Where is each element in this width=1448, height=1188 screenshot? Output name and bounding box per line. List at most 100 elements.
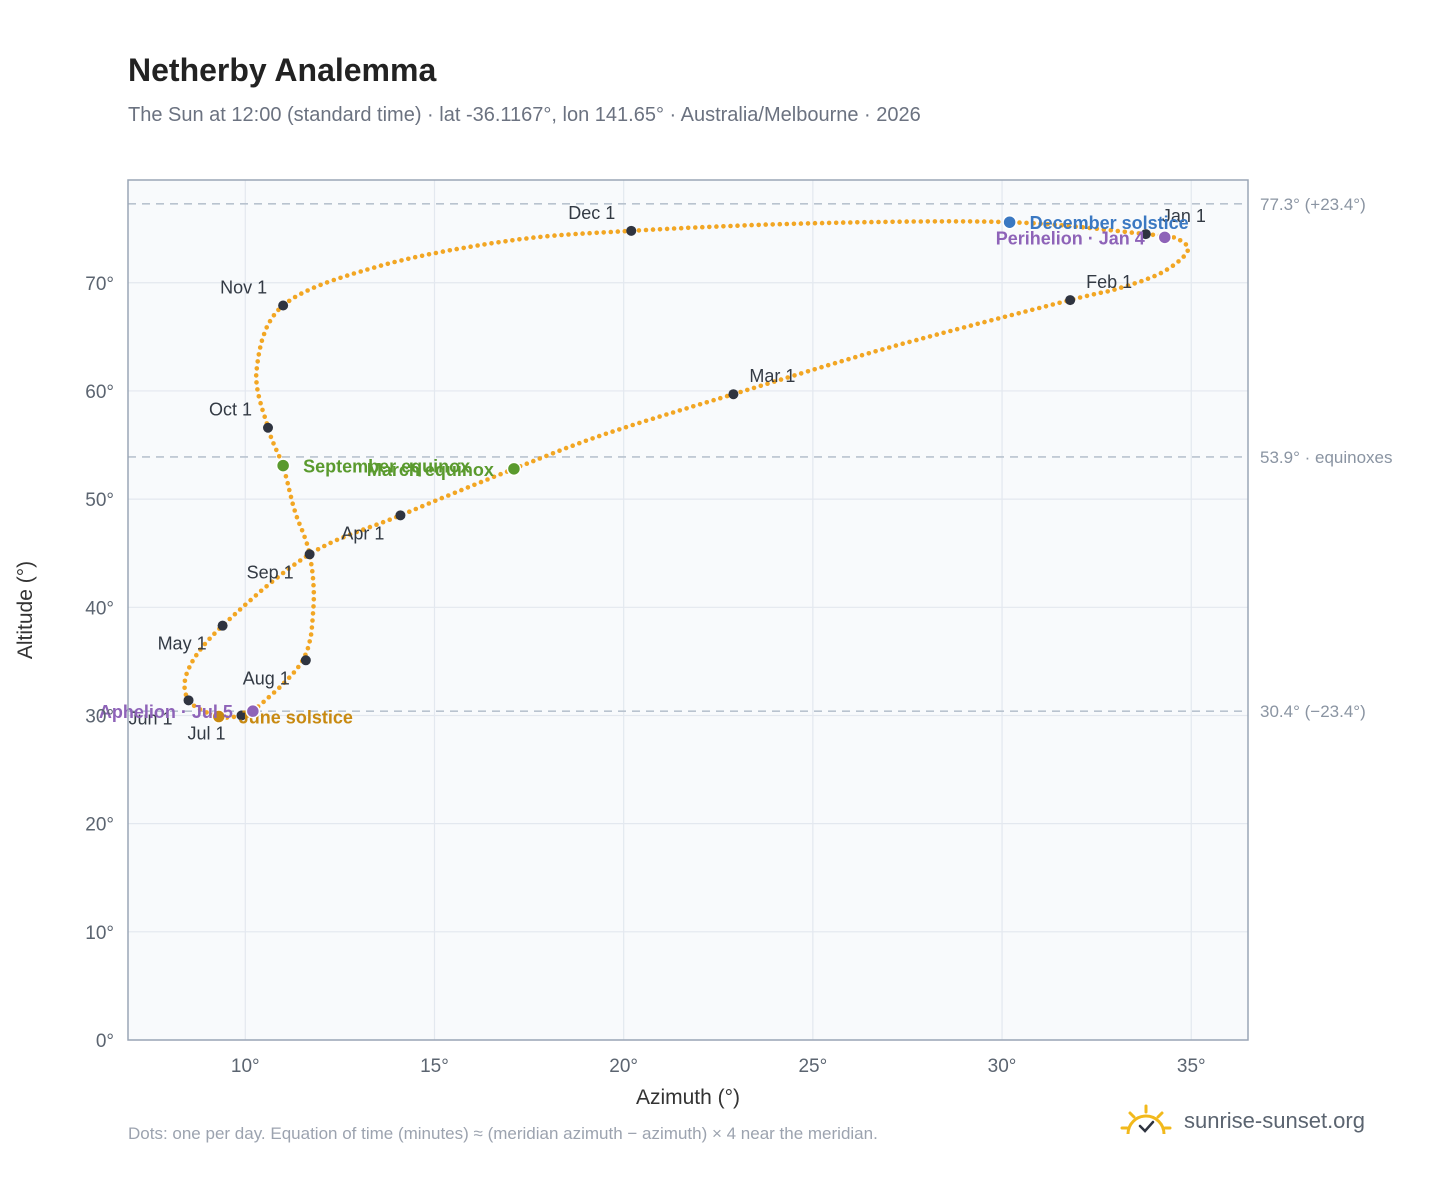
daily-sun-dot: [742, 223, 747, 228]
daily-sun-dot: [1122, 229, 1128, 235]
daily-sun-dot: [751, 385, 757, 391]
daily-sun-dot: [758, 383, 764, 389]
daily-sun-dot: [1181, 254, 1186, 259]
daily-sun-dot: [1017, 220, 1022, 225]
daily-sun-dot: [778, 377, 784, 382]
event-marker-dot: [211, 709, 227, 724]
month-marker-dot: [263, 422, 273, 433]
daily-sun-dot: [311, 597, 317, 602]
event-marker-dot: [506, 461, 522, 477]
daily-sun-dot: [212, 631, 217, 636]
daily-sun-dot: [1108, 227, 1114, 233]
daily-sun-dot: [1183, 242, 1189, 247]
daily-sun-dot: [259, 338, 265, 344]
daily-sun-dot: [721, 224, 726, 229]
daily-sun-dot: [1164, 267, 1170, 272]
month-marker-dot: [395, 510, 406, 521]
y-tick-label: 70°: [85, 274, 114, 295]
month-marker-dot: [183, 695, 194, 706]
daily-sun-dot: [862, 219, 867, 225]
brand[interactable]: sunrise-sunset.org: [1120, 1104, 1365, 1138]
daily-sun-dot: [482, 242, 487, 247]
daily-sun-dot: [517, 237, 522, 242]
daily-sun-dot: [365, 267, 370, 272]
x-axis-ticks: 10° 15° 20° 25° 30° 35°: [231, 1056, 1206, 1077]
daily-sun-dot: [1009, 312, 1015, 318]
daily-sun-dot: [254, 366, 260, 371]
daily-sun-dot: [297, 521, 302, 527]
daily-sun-dot: [310, 575, 316, 581]
daily-sun-dot: [1185, 248, 1190, 254]
daily-sun-dot: [869, 219, 874, 225]
daily-sun-dot: [266, 694, 272, 700]
daily-sun-dot: [264, 584, 269, 589]
daily-sun-dot: [704, 400, 710, 405]
daily-sun-dot: [904, 219, 909, 224]
daily-sun-dot: [1118, 285, 1124, 290]
daily-sun-dot: [232, 611, 238, 617]
daily-sun-dot: [255, 387, 260, 392]
event-marker-dot: [245, 703, 261, 719]
daily-sun-dot: [839, 358, 844, 364]
daily-sun-dot: [243, 602, 248, 608]
daily-sun-dot: [570, 443, 575, 449]
month-marker-dot: [728, 389, 739, 400]
daily-sun-dot: [406, 256, 411, 262]
daily-sun-dot: [900, 341, 905, 347]
y-tick-label: 0°: [96, 1031, 114, 1052]
daily-sun-dot: [1176, 259, 1181, 264]
daily-sun-dot: [798, 371, 804, 376]
daily-sun-dot: [475, 243, 480, 248]
daily-sun-dot: [765, 381, 770, 387]
daily-sun-dot: [304, 541, 310, 546]
daily-sun-dot: [911, 219, 916, 224]
month-marker-dot: [278, 300, 289, 311]
daily-sun-dot: [271, 690, 277, 695]
daily-sun-dot: [960, 219, 966, 224]
month-marker-dot: [304, 549, 315, 560]
chart-title: Netherby Analemma: [128, 52, 437, 88]
daily-sun-dot: [283, 474, 289, 479]
daily-sun-dot: [650, 416, 656, 422]
daily-sun-dot: [277, 685, 282, 690]
daily-sun-dot: [770, 222, 775, 227]
reference-lines: 77.3° (+23.4°) 53.9° · equinoxes 30.4° (−2…: [128, 195, 1393, 721]
event-marker-label: Aphelion · Jul 5: [99, 702, 233, 722]
event-marker-label: March equinox: [367, 460, 494, 480]
daily-sun-dot: [271, 313, 277, 318]
daily-sun-dot: [1115, 228, 1121, 234]
daily-sun-dot: [594, 230, 599, 236]
month-marker-label: Nov 1: [220, 277, 267, 297]
daily-sun-dot: [367, 524, 373, 530]
daily-sun-dot: [853, 354, 858, 360]
daily-sun-dot: [310, 618, 315, 623]
daily-sun-dot: [310, 568, 315, 574]
event-marker-label: Perihelion · Jan 4: [996, 228, 1145, 248]
daily-sun-dot: [485, 477, 490, 482]
month-marker-label: Oct 1: [209, 400, 252, 420]
daily-sun-dot: [334, 537, 340, 543]
daily-sun-dot: [392, 259, 397, 265]
daily-sun-dot: [288, 494, 294, 500]
daily-sun-dot: [472, 482, 477, 488]
plot-area: [128, 180, 1248, 1040]
daily-sun-dot: [261, 699, 266, 705]
daily-sun-dot: [498, 471, 503, 477]
daily-sun-dot: [1073, 224, 1078, 229]
brand-name: sunrise-sunset.org: [1184, 1108, 1365, 1133]
daily-sun-dot: [253, 373, 259, 378]
daily-sun-dot: [819, 220, 825, 226]
daily-sun-dot: [297, 558, 303, 563]
daily-sun-dot: [550, 451, 556, 456]
daily-sun-dot: [292, 508, 298, 513]
daily-sun-dot: [566, 232, 571, 237]
month-marker-dot: [217, 620, 228, 631]
daily-sun-dot: [440, 249, 446, 254]
daily-sun-dot: [385, 261, 391, 267]
daily-sun-dot: [468, 244, 473, 249]
daily-sun-dot: [832, 360, 838, 366]
daily-sun-dot: [274, 447, 279, 453]
daily-sun-dot: [925, 219, 931, 224]
month-marker-label: Jan 1: [1162, 206, 1206, 226]
daily-sun-dot: [697, 402, 703, 407]
